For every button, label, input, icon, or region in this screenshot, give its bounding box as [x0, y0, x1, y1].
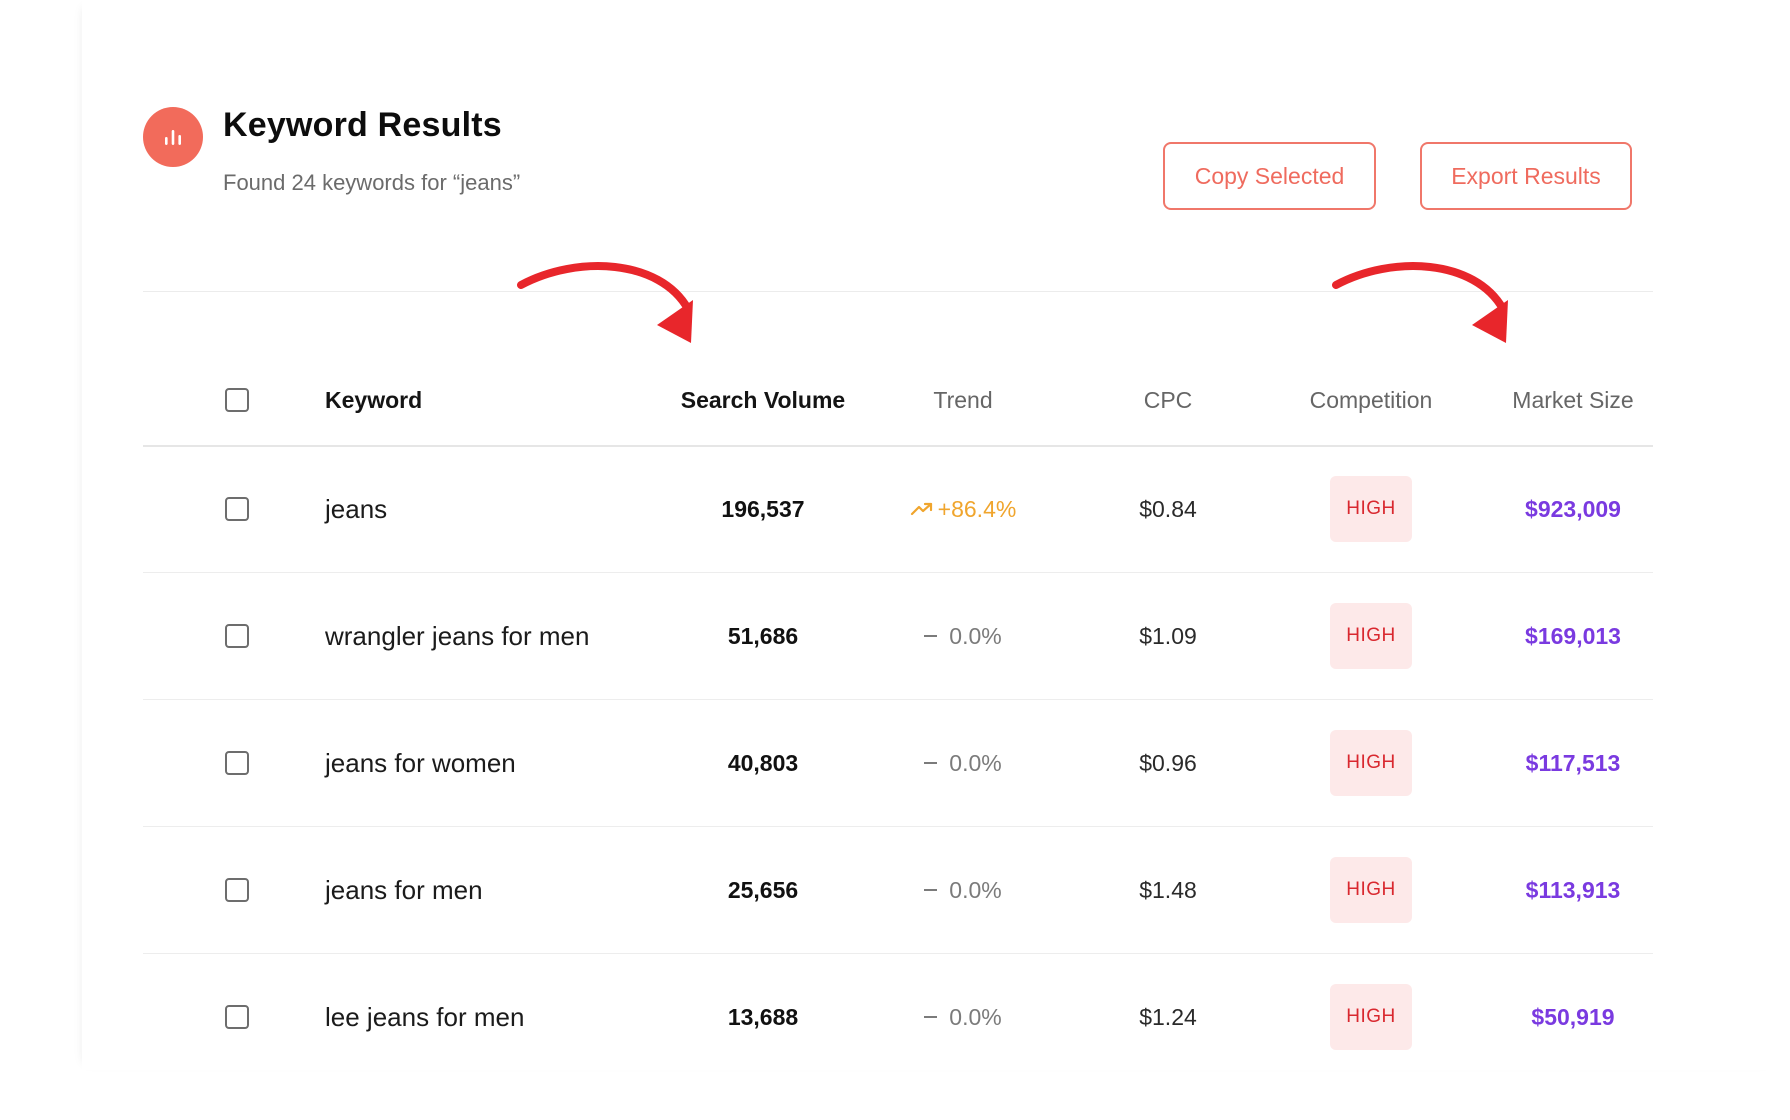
search-volume-cell: 51,686: [727, 622, 799, 649]
copy-selected-button[interactable]: Copy Selected: [1163, 142, 1376, 210]
select-all-checkbox[interactable]: [225, 388, 249, 412]
column-header-trend[interactable]: Trend: [933, 386, 993, 413]
bar-chart-icon: [143, 107, 203, 167]
column-header-market-size[interactable]: Market Size: [1512, 386, 1634, 413]
market-size-cell: $113,913: [1525, 876, 1621, 903]
trending-up-icon: [910, 502, 932, 516]
table-row[interactable]: jeans for men 25,656 0.0% $1.48 HIGH $11…: [143, 827, 1653, 954]
row-checkbox[interactable]: [225, 497, 249, 521]
flat-trend-icon: [924, 1016, 938, 1018]
search-volume-cell: 40,803: [727, 749, 799, 776]
keyword-cell: jeans: [325, 493, 388, 524]
competition-badge: HIGH: [1330, 857, 1412, 923]
table-row[interactable]: wrangler jeans for men 51,686 0.0% $1.09…: [143, 573, 1653, 700]
search-volume-cell: 25,656: [727, 876, 799, 903]
trend-cell: 0.0%: [833, 954, 1093, 1080]
trend-cell: 0.0%: [833, 827, 1093, 953]
search-volume-cell: 13,688: [727, 1003, 799, 1030]
market-size-cell: $169,013: [1525, 622, 1621, 649]
row-checkbox[interactable]: [225, 878, 249, 902]
row-checkbox[interactable]: [225, 751, 249, 775]
table-row[interactable]: jeans for women 40,803 0.0% $0.96 HIGH $…: [143, 700, 1653, 827]
trend-cell: 0.0%: [833, 573, 1093, 699]
row-checkbox[interactable]: [225, 624, 249, 648]
competition-badge: HIGH: [1330, 984, 1412, 1050]
section-divider: [143, 291, 1653, 292]
column-header-competition[interactable]: Competition: [1309, 386, 1433, 413]
flat-trend-icon: [924, 889, 938, 891]
table-header: Keyword Search Volume Trend CPC Competit…: [143, 355, 1653, 447]
competition-badge: HIGH: [1330, 603, 1412, 669]
cpc-cell: $0.96: [1139, 749, 1197, 776]
trend-cell: +86.4%: [833, 446, 1093, 572]
cpc-cell: $1.48: [1139, 876, 1197, 903]
search-volume-cell: 196,537: [721, 495, 805, 522]
cpc-cell: $1.24: [1139, 1003, 1197, 1030]
trend-value: +86.4%: [937, 495, 1017, 522]
table-row[interactable]: lee jeans for men 13,688 0.0% $1.24 HIGH…: [143, 954, 1653, 1080]
flat-trend-icon: [924, 635, 938, 637]
page-title: Keyword Results: [223, 106, 502, 144]
trend-value: 0.0%: [949, 876, 1002, 903]
keyword-cell: lee jeans for men: [325, 1001, 525, 1032]
keyword-cell: jeans for women: [325, 747, 516, 778]
trend-value: 0.0%: [949, 1003, 1002, 1030]
column-header-keyword[interactable]: Keyword: [325, 386, 423, 413]
export-results-button[interactable]: Export Results: [1420, 142, 1632, 210]
trend-cell: 0.0%: [833, 700, 1093, 826]
cpc-cell: $1.09: [1139, 622, 1197, 649]
market-size-cell: $117,513: [1525, 749, 1621, 776]
competition-badge: HIGH: [1330, 730, 1412, 796]
column-header-cpc[interactable]: CPC: [1143, 386, 1193, 413]
results-summary: Found 24 keywords for “jeans”: [223, 170, 521, 195]
competition-badge: HIGH: [1330, 476, 1412, 542]
keyword-cell: wrangler jeans for men: [325, 620, 590, 651]
row-checkbox[interactable]: [225, 1005, 249, 1029]
table-row[interactable]: jeans 196,537 +86.4% $0.84 HIGH $923,009: [143, 446, 1653, 573]
trend-value: 0.0%: [949, 622, 1002, 649]
market-size-cell: $923,009: [1525, 495, 1621, 522]
market-size-cell: $50,919: [1531, 1003, 1615, 1030]
column-header-search-volume[interactable]: Search Volume: [680, 386, 846, 413]
trend-value: 0.0%: [949, 749, 1002, 776]
keyword-cell: jeans for men: [325, 874, 483, 905]
cpc-cell: $0.84: [1139, 495, 1197, 522]
flat-trend-icon: [924, 762, 938, 764]
